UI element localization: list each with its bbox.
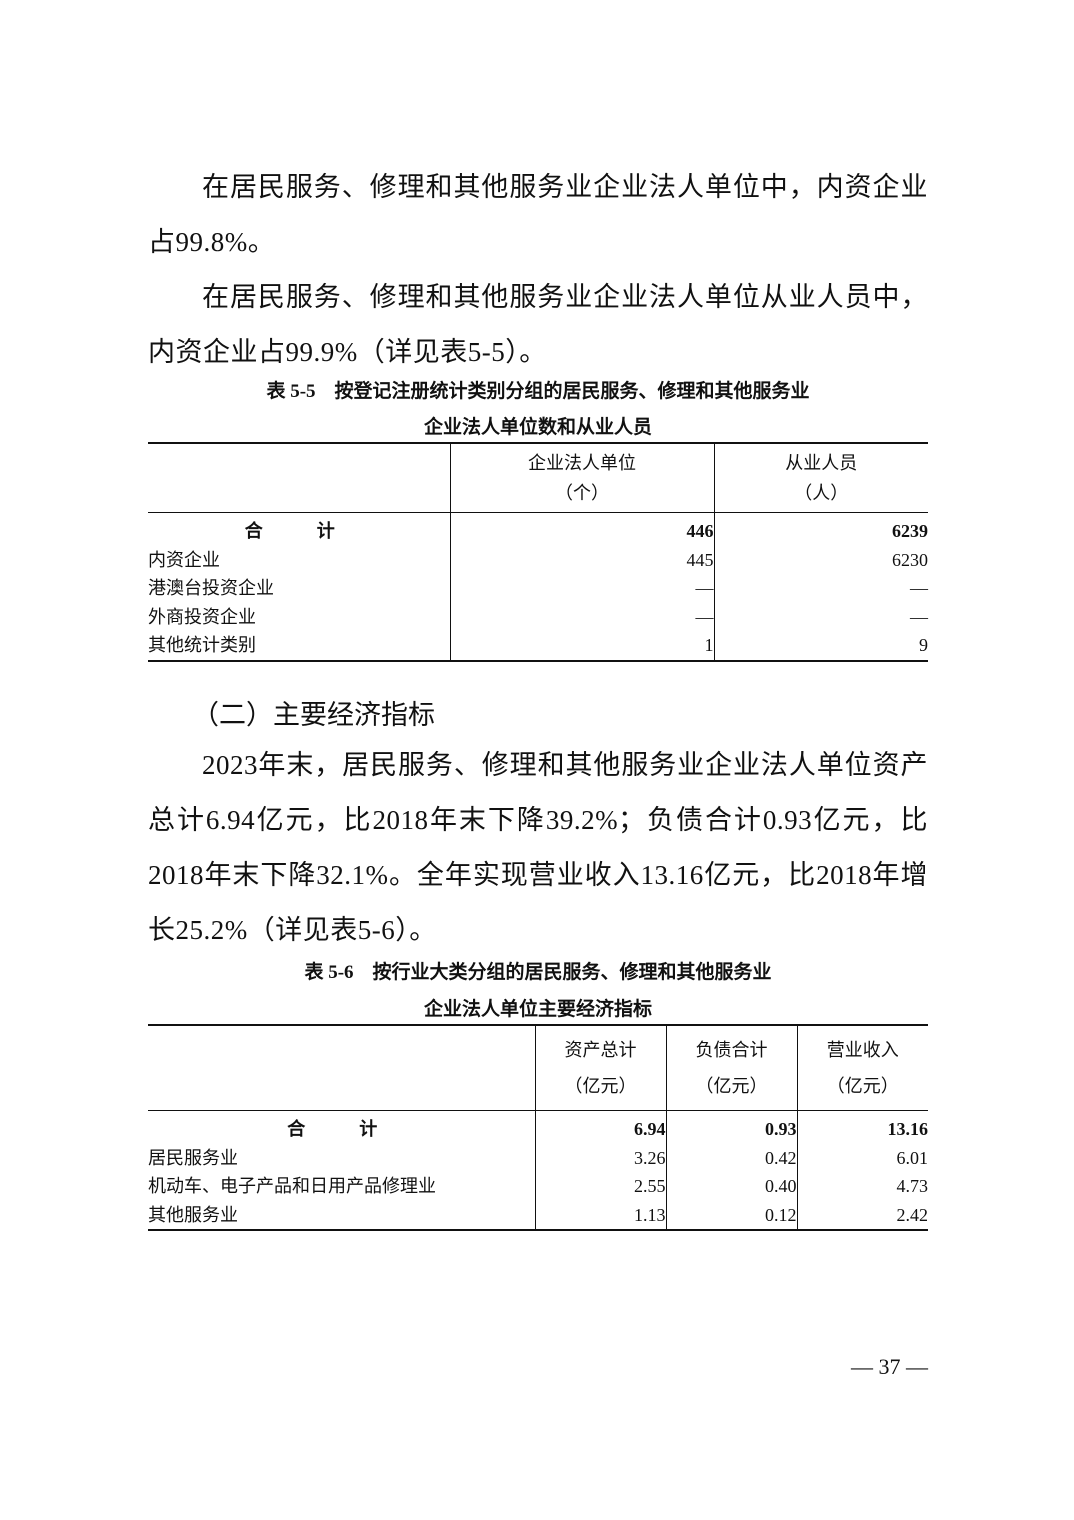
- cell-value: 9: [713, 631, 928, 661]
- page-number: — 37 —: [851, 1354, 928, 1379]
- table-5-5-title-line1: 表 5-5 按登记注册统计类别分组的居民服务、修理和其他服务业: [266, 381, 810, 402]
- header-assets: 资产总计 （亿元）: [534, 1025, 666, 1111]
- row-label: 合 计: [287, 1119, 396, 1139]
- header-revenue: 营业收入 （亿元）: [796, 1025, 928, 1111]
- table-row: 其他统计类别 1 9: [148, 631, 928, 661]
- row-label: 合 计: [244, 521, 353, 541]
- cell-value: —: [449, 602, 714, 631]
- cell-value: —: [713, 602, 928, 631]
- cell-value: 13.16: [796, 1110, 928, 1144]
- cell-value: —: [713, 574, 928, 603]
- cell-value: 446: [449, 512, 714, 546]
- header-employees: 从业人员 （人）: [713, 443, 928, 513]
- table-5-5: 企业法人单位 （个） 从业人员 （人） 合 计 446 6239 内资企业 445 …: [148, 442, 928, 662]
- table-header-row: 企业法人单位 （个） 从业人员 （人）: [148, 443, 928, 513]
- cell-value: 0.12: [665, 1200, 797, 1230]
- header-blank: [148, 443, 450, 513]
- header-units: 企业法人单位 （个）: [449, 443, 714, 513]
- row-label: 内资企业: [148, 549, 220, 570]
- cell-value: 6.94: [534, 1110, 666, 1144]
- cell-value: 0.40: [665, 1172, 797, 1201]
- section-heading: （二）主要经济指标: [192, 700, 435, 730]
- cell-value: 0.93: [665, 1110, 797, 1144]
- paragraph-domestic-units: 在居民服务、修理和其他服务业企业法人单位中，内资企业占99.8%。: [148, 172, 928, 257]
- row-label: 机动车、电子产品和日用产品修理业: [148, 1176, 436, 1196]
- row-label: 其他统计类别: [148, 635, 256, 655]
- cell-value: 2.55: [534, 1172, 666, 1201]
- cell-value: —: [449, 574, 714, 603]
- cell-value: 2.42: [796, 1200, 928, 1230]
- cell-value: 6.01: [796, 1143, 928, 1172]
- table-row-total: 合 计 446 6239: [148, 512, 928, 546]
- row-label: 外商投资企业: [148, 606, 256, 627]
- cell-value: 1.13: [534, 1200, 666, 1230]
- table-row: 其他服务业 1.13 0.12 2.42: [148, 1200, 928, 1230]
- table-row: 机动车、电子产品和日用产品修理业 2.55 0.40 4.73: [148, 1172, 928, 1201]
- cell-value: 0.42: [665, 1143, 797, 1172]
- cell-value: 6239: [713, 512, 928, 546]
- cell-value: 3.26: [534, 1143, 666, 1172]
- table-row-total: 合 计 6.94 0.93 13.16: [148, 1110, 928, 1144]
- table-5-5-title-line2: 企业法人单位数和从业人员: [423, 417, 652, 438]
- cell-value: 6230: [713, 545, 928, 574]
- table-5-6-title-line1: 表 5-6 按行业大类分组的居民服务、修理和其他服务业: [304, 962, 772, 983]
- header-blank: [148, 1025, 535, 1111]
- row-label: 其他服务业: [148, 1204, 238, 1225]
- table-5-6: 资产总计 （亿元） 负债合计 （亿元） 营业收入 （亿元） 合 计 6.94 0.93…: [148, 1024, 928, 1231]
- table-row: 外商投资企业 — —: [148, 602, 928, 631]
- cell-value: 445: [449, 545, 714, 574]
- cell-value: 4.73: [796, 1172, 928, 1201]
- paragraph-domestic-employees: 在居民服务、修理和其他服务业企业法人单位从业人员中，内资企业占99.9%（详见表…: [148, 282, 928, 367]
- row-label: 居民服务业: [148, 1147, 238, 1168]
- cell-value: 1: [449, 631, 714, 661]
- header-liabilities: 负债合计 （亿元）: [665, 1025, 797, 1111]
- table-5-6-title-line2: 企业法人单位主要经济指标: [423, 999, 652, 1020]
- paragraph-economic-indicators: 2023年末，居民服务、修理和其他服务业企业法人单位资产总计6.94亿元，比20…: [148, 750, 928, 945]
- row-label: 港澳台投资企业: [148, 578, 274, 598]
- table-row: 居民服务业 3.26 0.42 6.01: [148, 1143, 928, 1172]
- table-header-row: 资产总计 （亿元） 负债合计 （亿元） 营业收入 （亿元）: [148, 1025, 928, 1111]
- table-row: 港澳台投资企业 — —: [148, 574, 928, 603]
- table-row: 内资企业 445 6230: [148, 545, 928, 574]
